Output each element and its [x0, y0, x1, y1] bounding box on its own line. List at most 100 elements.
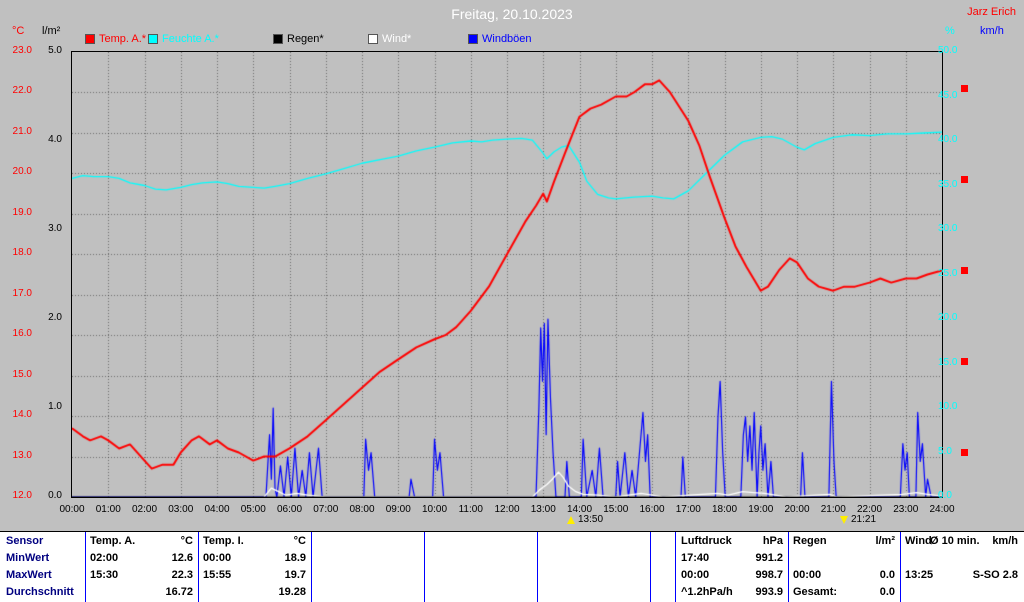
- temp-i-max-time: 15:55: [203, 569, 232, 581]
- x-axis-time-label: 12:00: [494, 504, 520, 515]
- legend-label-temp: Temp. A.*: [99, 33, 147, 45]
- y-axis-temp-label: 19.0: [12, 206, 32, 218]
- legend-item-rain: Regen*: [273, 33, 324, 45]
- stats-table: Sensor Temp. A. °C Temp. I. °C Luftdruck…: [0, 531, 1024, 602]
- legend-item-gusts: Windböen: [468, 33, 532, 45]
- pressure-max-time: 00:00: [681, 569, 710, 581]
- right-axis-marker: [961, 358, 968, 365]
- col-unit-temp-a: °C: [180, 535, 193, 547]
- moonrise-icon: [567, 515, 575, 524]
- table-separator: [788, 532, 789, 602]
- col-unit-wind: km/h: [992, 535, 1018, 547]
- x-axis-time-label: 16:00: [639, 504, 665, 515]
- legend-item-wind: Wind*: [368, 33, 411, 45]
- col-header-pressure: Luftdruck: [681, 535, 732, 547]
- temp-i-max-value: 19.7: [284, 569, 306, 581]
- x-axis-time-label: 20:00: [784, 504, 810, 515]
- temp-a-max-value: 22.3: [171, 569, 193, 581]
- legend-label-wind: Wind*: [382, 33, 412, 45]
- legend-swatch-temp-icon: [85, 34, 95, 44]
- legend-swatch-humidity-icon: [148, 34, 158, 44]
- y-axis-rain-label: 4.0: [48, 134, 62, 145]
- x-axis-time-label: 11:00: [458, 504, 483, 515]
- col-header-rain: Regen: [793, 535, 827, 547]
- right-axis-marker: [961, 176, 968, 183]
- temp-a-min-value: 12.6: [171, 552, 193, 564]
- table-separator: [650, 532, 651, 602]
- x-axis-time-label: 24:00: [929, 504, 955, 515]
- x-axis-time-label: 07:00: [313, 504, 339, 515]
- y-axis-temp-label: 17.0: [12, 287, 32, 299]
- legend-swatch-rain-icon: [273, 34, 283, 44]
- axis-unit-wind: km/h: [980, 25, 1004, 37]
- chart-plot-area: [71, 51, 943, 498]
- legend-label-gusts: Windböen: [482, 33, 532, 45]
- y-axis-rain-label: 3.0: [48, 223, 62, 234]
- row-header-avg: Durchschnitt: [6, 586, 74, 598]
- table-separator: [85, 532, 86, 602]
- axis-unit-humidity: %: [945, 25, 955, 37]
- moonset-icon: [840, 515, 848, 524]
- row-header-sensor: Sensor: [6, 535, 44, 547]
- y-axis-rain-label: 1.0: [48, 401, 62, 412]
- table-separator: [198, 532, 199, 602]
- y-axis-temp-label: 16.0: [12, 328, 32, 340]
- moonset-time: 21:21: [851, 514, 877, 525]
- rain-total-value: 0.0: [879, 586, 895, 598]
- y-axis-temp-label: 21.0: [12, 125, 32, 137]
- station-name: Jarz Erich: [967, 6, 1016, 18]
- y-axis-temp-label: 12.0: [12, 490, 32, 501]
- col-unit-rain: l/m²: [875, 535, 895, 547]
- chart-canvas: [72, 52, 942, 497]
- y-axis-temp-label: 23.0: [12, 45, 32, 56]
- wind-max-time: 13:25: [905, 569, 934, 581]
- wind-max-value: S-SO 2.8: [972, 569, 1018, 581]
- table-separator: [675, 532, 676, 602]
- temp-i-min-value: 18.9: [284, 552, 306, 564]
- col-header-temp-i: Temp. I.: [203, 535, 244, 547]
- rain-total-label: Gesamt:: [793, 586, 838, 598]
- rain-max-value: 0.0: [879, 569, 895, 581]
- col-header-wind: Wind: [905, 535, 932, 547]
- legend-item-temp: Temp. A.*: [85, 33, 146, 45]
- x-axis-time-label: 06:00: [276, 504, 303, 515]
- right-axis-marker: [961, 449, 968, 456]
- x-axis-time-label: 17:00: [675, 504, 701, 515]
- temp-a-avg-value: 16.72: [165, 586, 193, 598]
- legend-label-humidity: Feuchte A.*: [162, 33, 219, 45]
- x-axis-time-label: 19:00: [748, 504, 774, 515]
- rain-max-time: 00:00: [793, 569, 822, 581]
- row-header-max: MaxWert: [6, 569, 52, 581]
- table-separator: [311, 532, 312, 602]
- col-subheader-wind: Ø 10 min.: [930, 535, 980, 547]
- col-unit-temp-i: °C: [293, 535, 306, 547]
- y-axis-temp-label: 13.0: [12, 449, 32, 461]
- x-axis-time-label: 00:00: [59, 504, 85, 515]
- legend-swatch-wind-icon: [368, 34, 378, 44]
- legend-swatch-gusts-icon: [468, 34, 478, 44]
- temp-i-avg-value: 19.28: [278, 586, 306, 598]
- y-axis-temp-label: 14.0: [12, 409, 32, 421]
- x-axis-time-label: 13:00: [530, 504, 556, 515]
- x-axis-time-label: 18:00: [711, 504, 738, 515]
- x-axis-time-label: 09:00: [385, 504, 411, 515]
- legend-item-humidity: Feuchte A.*: [148, 33, 219, 45]
- moonset-annotation: 21:21: [840, 514, 876, 525]
- pressure-avg-value: 993.9: [755, 586, 783, 598]
- y-axis-rain-label: 0.0: [48, 490, 62, 501]
- temp-a-min-time: 02:00: [90, 552, 119, 564]
- x-axis-time-label: 03:00: [168, 504, 194, 515]
- col-unit-pressure: hPa: [762, 535, 783, 547]
- y-axis-temp-label: 20.0: [12, 166, 32, 178]
- page-title: Freitag, 20.10.2023: [451, 6, 573, 22]
- axis-unit-temp: °C: [12, 25, 25, 37]
- y-axis-temp-label: 18.0: [12, 247, 32, 259]
- x-axis-time-label: 08:00: [349, 504, 375, 515]
- y-axis-temp-label: 15.0: [12, 368, 32, 380]
- x-axis-time-label: 02:00: [131, 504, 158, 515]
- col-header-temp-a: Temp. A.: [90, 535, 136, 547]
- moonrise-annotation: 13:50: [567, 514, 603, 525]
- table-separator: [537, 532, 538, 602]
- pressure-min-value: 991.2: [755, 552, 783, 564]
